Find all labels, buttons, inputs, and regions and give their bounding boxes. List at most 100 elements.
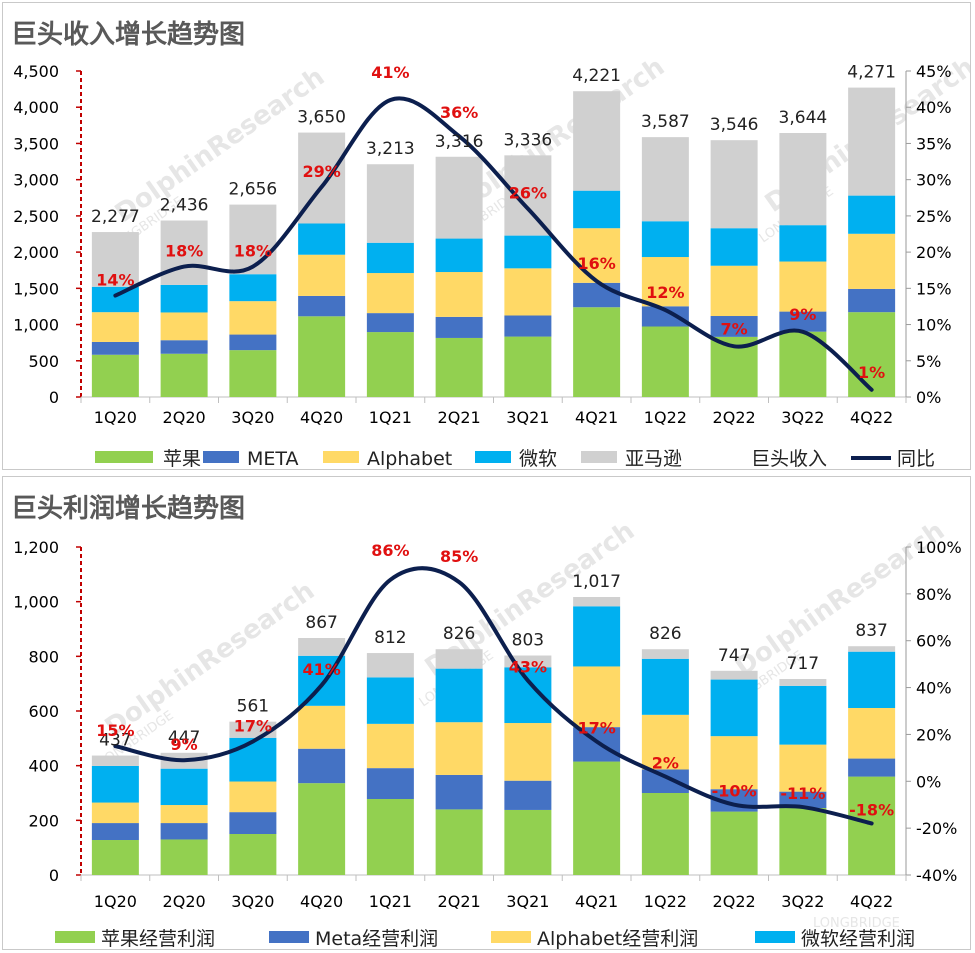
bar-segment-profit-4-4Q22 (848, 646, 896, 652)
bar-segment-profit-0-4Q22 (848, 776, 896, 875)
bar-segment-rev-2-4Q20 (298, 254, 346, 296)
yoy-pct-label: 41% (371, 63, 409, 82)
bar-segment-profit-3-1Q21 (366, 677, 414, 724)
legend-swatch-microsoft (475, 451, 511, 463)
left-tick-label: 3,500 (13, 134, 59, 153)
legend-swatch-alphabet (323, 451, 359, 463)
bar-segment-rev-4-2Q20 (160, 220, 208, 285)
legend-label-alphabet-op: Alphabet经营利润 (537, 928, 698, 949)
bar-segment-profit-2-2Q20 (160, 805, 208, 824)
total-label: 3,213 (366, 139, 415, 159)
total-label: 447 (168, 728, 200, 748)
x-category-label: 4Q20 (300, 408, 343, 427)
right-tick-label: 45% (916, 62, 952, 81)
bar-segment-rev-1-3Q21 (504, 315, 552, 337)
revenue-axes: 0 500 1,000 1,500 2,000 2,500 3,000 3,500 4,000 4… (13, 62, 951, 427)
yoy-pct-label: 26% (509, 184, 547, 203)
bar-segment-profit-1-3Q20 (229, 812, 277, 834)
right-tick-label: 35% (916, 134, 952, 153)
bar-segment-profit-2-1Q21 (366, 723, 414, 769)
bar-segment-rev-0-3Q20 (229, 350, 277, 397)
profit-labels: 437 447 561 867 812 826 803 1,017 826 747 717 837 15… (96, 541, 894, 820)
bar-segment-profit-2-2Q21 (435, 722, 483, 775)
x-category-label: 2Q20 (163, 408, 206, 427)
legend-swatch-apple (95, 451, 153, 463)
bar-segment-rev-2-4Q22 (848, 233, 896, 289)
bar-segment-profit-1-2Q20 (160, 823, 208, 840)
bar-segment-profit-0-1Q22 (641, 793, 689, 875)
bar-segment-profit-2-4Q21 (573, 666, 621, 728)
yoy-pct-label: 12% (646, 283, 684, 302)
bar-segment-rev-3-4Q20 (298, 223, 346, 255)
x-category-label: 2Q22 (713, 408, 756, 427)
bar-segment-profit-0-2Q21 (435, 809, 483, 875)
bar-segment-profit-4-2Q22 (710, 670, 758, 680)
bar-segment-profit-0-3Q20 (229, 834, 277, 875)
legend-label-apple-op: 苹果经营利润 (101, 928, 215, 949)
total-label: 2,656 (229, 180, 278, 200)
left-tick-label: 2,000 (13, 243, 59, 262)
profit-legend: 苹果经营利润 Meta经营利润 Alphabet经营利润 微软经营利润 (55, 928, 915, 949)
total-label: 2,436 (160, 196, 209, 216)
yoy-pct-label: 15% (96, 721, 134, 740)
right-tick-label: -40% (916, 866, 957, 885)
bar-segment-rev-0-4Q21 (573, 307, 621, 397)
x-category-label: 4Q21 (575, 892, 618, 911)
bar-segment-rev-3-3Q22 (779, 225, 827, 262)
bar-segment-rev-3-1Q21 (366, 242, 414, 274)
bar-segment-rev-3-1Q20 (91, 286, 139, 313)
yoy-pct-label: -18% (849, 800, 894, 819)
revenue-labels: 2,277 2,436 2,656 3,650 3,213 3,316 3,336 4,221… (91, 63, 896, 382)
total-label: 3,546 (710, 115, 759, 135)
bar-segment-rev-3-3Q21 (504, 235, 552, 269)
x-category-label: 3Q21 (506, 408, 549, 427)
bar-segment-rev-1-1Q21 (366, 313, 414, 333)
yoy-pct-label: 9% (789, 305, 816, 324)
revenue-legend: 苹果 META Alphabet 微软 亚马逊 巨头收入 同比 (95, 448, 935, 469)
x-category-label: 1Q20 (94, 892, 137, 911)
bar-segment-profit-3-2Q20 (160, 768, 208, 806)
bar-segment-rev-3-2Q20 (160, 284, 208, 313)
legend-label-microsoft-op: 微软经营利润 (801, 928, 915, 949)
yoy-pct-label: 16% (577, 254, 615, 273)
yoy-pct-label: 14% (96, 271, 134, 290)
bar-segment-profit-3-3Q20 (229, 737, 277, 782)
x-category-label: 3Q20 (231, 408, 274, 427)
legend-swatch-apple-op (55, 931, 95, 943)
bar-segment-rev-1-3Q22 (779, 311, 827, 332)
left-tick-label: 2,500 (13, 207, 59, 226)
legend-swatch-amazon (581, 451, 617, 463)
left-tick-label: 4,000 (13, 98, 59, 117)
bar-segment-rev-2-4Q21 (573, 228, 621, 283)
bar-segment-rev-4-3Q20 (229, 204, 277, 275)
bar-segment-profit-4-3Q22 (779, 679, 827, 686)
revenue-chart-panel: 巨头收入增长趋势图 DolphinResearch LONGBRIDGE Dol… (2, 2, 971, 470)
bar-segment-profit-4-2Q21 (435, 649, 483, 669)
revenue-chart: 巨头收入增长趋势图 DolphinResearch LONGBRIDGE Dol… (11, 19, 970, 469)
left-tick-label: 1,200 (13, 538, 59, 557)
profit-chart: 巨头利润增长趋势图 DolphinResearch LONGBRIDGE Dol… (11, 493, 962, 949)
right-tick-label: 15% (916, 279, 952, 298)
total-label: 803 (512, 631, 544, 651)
yoy-pct-label: 36% (440, 103, 478, 122)
bar-segment-profit-2-3Q22 (779, 744, 827, 792)
total-label: 812 (374, 628, 406, 648)
bar-segment-profit-4-4Q21 (573, 597, 621, 607)
bar-segment-rev-4-4Q22 (848, 87, 896, 196)
x-category-label: 4Q22 (850, 892, 893, 911)
revenue-yoy-line (113, 96, 874, 392)
bar-segment-profit-4-3Q21 (504, 655, 552, 668)
bar-segment-rev-0-1Q20 (91, 354, 139, 397)
total-label: 1,017 (572, 572, 621, 592)
yoy-pct-label: -10% (712, 782, 757, 801)
bar-segment-rev-1-1Q22 (641, 306, 689, 327)
bar-segment-rev-3-1Q22 (641, 221, 689, 258)
bar-segment-rev-2-1Q22 (641, 257, 689, 307)
bar-segment-profit-3-4Q21 (573, 606, 621, 667)
bar-segment-rev-3-4Q22 (848, 195, 896, 234)
profit-bars (91, 597, 896, 875)
total-label: 3,316 (435, 132, 484, 152)
x-category-label: 4Q22 (850, 408, 893, 427)
bar-segment-profit-2-4Q20 (298, 705, 346, 749)
bar-segment-profit-0-4Q21 (573, 761, 621, 875)
